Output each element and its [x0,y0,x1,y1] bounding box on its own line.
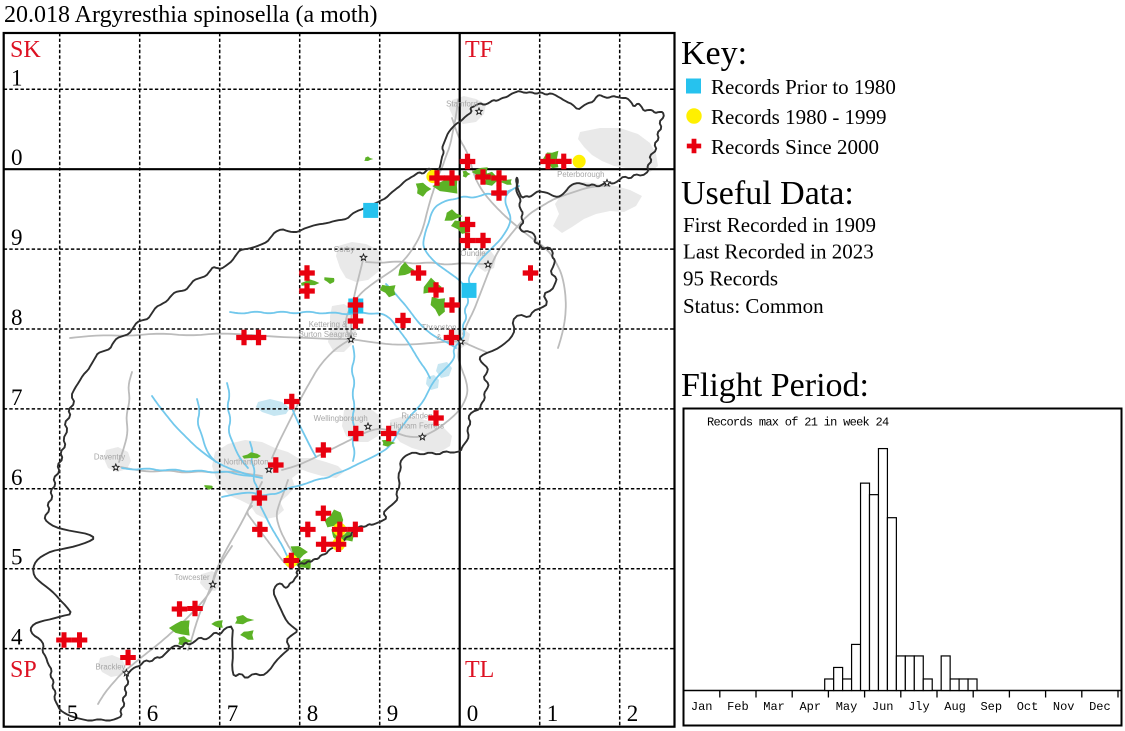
svg-text:Records Prior to 1980: Records Prior to 1980 [711,75,896,99]
svg-text:Records max of 21 in week 24: Records max of 21 in week 24 [707,416,889,430]
svg-text:Status: Common: Status: Common [683,294,824,318]
svg-text:9: 9 [11,225,23,250]
svg-text:1: 1 [547,701,559,726]
svg-text:Peterborough: Peterborough [557,170,604,179]
svg-text:95 Records: 95 Records [683,267,778,291]
svg-text:4: 4 [11,625,23,650]
svg-text:First Recorded in 1909: First Recorded in 1909 [683,213,876,237]
svg-text:2: 2 [627,701,639,726]
svg-text:Jan: Jan [691,700,713,714]
svg-text:SK: SK [10,37,41,63]
svg-text:Towcester: Towcester [174,573,210,582]
svg-text:Sep: Sep [980,700,1002,714]
svg-text:May: May [836,700,858,714]
svg-text:6: 6 [147,701,159,726]
svg-text:20.018 Argyresthia spinosella: 20.018 Argyresthia spinosella (a moth) [4,2,378,28]
svg-text:Dec: Dec [1089,700,1111,714]
svg-text:Nov: Nov [1053,700,1075,714]
svg-text:&: & [436,333,442,342]
svg-text:SP: SP [10,657,37,683]
svg-text:1: 1 [11,65,23,90]
svg-text:9: 9 [387,701,399,726]
svg-text:0: 0 [11,145,23,170]
svg-text:0: 0 [467,701,479,726]
svg-text:Apr: Apr [799,700,821,714]
svg-text:8: 8 [11,305,23,330]
svg-text:Feb: Feb [727,700,749,714]
svg-text:Mar: Mar [763,700,785,714]
svg-text:8: 8 [307,701,319,726]
svg-text:Last Recorded in 2023: Last Recorded in 2023 [683,240,874,264]
svg-text:TF: TF [465,37,493,63]
svg-text:Records Since 2000: Records Since 2000 [711,135,879,159]
svg-text:6: 6 [11,465,23,490]
svg-text:7: 7 [11,385,23,410]
svg-text:Rushden: Rushden [401,412,432,421]
svg-text:Daventry: Daventry [94,453,125,462]
svg-text:Flight Period:: Flight Period: [681,367,869,404]
svg-text:Oct: Oct [1017,700,1039,714]
svg-text:Kettering &: Kettering & [309,320,348,329]
svg-text:Stamford: Stamford [446,100,478,109]
svg-text:Thrapston: Thrapston [421,323,456,332]
svg-text:Key:: Key: [681,35,747,72]
svg-text:Jly: Jly [908,700,930,714]
svg-text:Corby: Corby [334,245,355,254]
svg-text:5: 5 [11,545,23,570]
svg-text:Burton Seagrave: Burton Seagrave [299,330,358,339]
svg-text:Brackley: Brackley [96,663,126,672]
svg-text:Oundle: Oundle [460,249,485,258]
svg-text:TL: TL [465,657,494,683]
svg-text:Wellingborough: Wellingborough [314,414,368,423]
svg-text:Records 1980 - 1999: Records 1980 - 1999 [711,105,887,129]
svg-text:Higham Ferrers: Higham Ferrers [390,422,444,431]
svg-text:Useful Data:: Useful Data: [681,175,854,212]
svg-text:5: 5 [67,701,79,726]
svg-text:7: 7 [227,701,239,726]
svg-text:Northampton: Northampton [223,458,268,467]
svg-text:Aug: Aug [944,700,966,714]
svg-text:Jun: Jun [872,700,894,714]
